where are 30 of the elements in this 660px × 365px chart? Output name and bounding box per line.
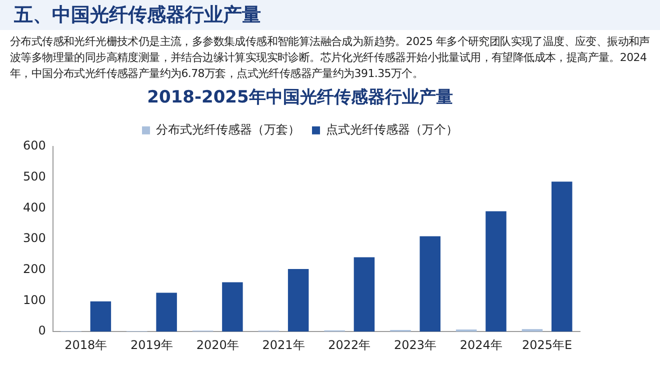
text: 分布式传感和光纤光栅技术仍是主流，多参数集成传感和智能算法融合成为新趋势。2025 年多个研究团队实现了温度、应变、振动和声波等多物理量的同步高精度测量，并结合边缘计算实现实时诊断。芯片化光纤传感器开始小批量试用，有望降低成本，提高产量。2024年，中国分布式光纤传感器产量约为6.78万套，点式光纤传感器产量约为391.35万个。 <box>10 34 650 82</box>
bar <box>486 211 506 332</box>
bar <box>222 282 243 332</box>
bar <box>354 257 375 332</box>
x-tick-label: 2019年 <box>130 338 174 352</box>
bar <box>552 182 572 332</box>
bar <box>90 301 112 332</box>
y-tick-label: 200 <box>23 262 46 276</box>
x-tick-label: 2021年 <box>262 338 305 352</box>
x-tick-label: 2022年 <box>328 338 371 352</box>
bar <box>522 329 543 332</box>
bar <box>420 236 440 332</box>
x-tick-label: 2018年 <box>64 338 108 352</box>
y-tick-label: 500 <box>23 169 46 184</box>
legend-label: 分布式光纤传感器（万套） <box>156 122 300 137</box>
x-tick-label: 2024年 <box>460 338 502 352</box>
chart-title: 2018-2025年中国光纤传感器行业产量 <box>147 88 453 108</box>
y-tick-label: 0 <box>38 324 46 338</box>
legend-label: 点式光纤传感器（万个） <box>326 122 458 137</box>
y-tick-label: 600 <box>23 138 46 153</box>
bar <box>156 292 177 332</box>
bar <box>288 268 309 332</box>
y-tick-label: 300 <box>23 231 46 246</box>
chart-subtitle: 五、中国光纤传感器行业产量 <box>0 0 660 30</box>
y-tick-label: 400 <box>23 200 46 214</box>
x-tick-label: 2023年 <box>394 338 437 352</box>
y-tick-label: 100 <box>23 292 46 307</box>
x-tick-label: 2025年E <box>522 338 572 352</box>
bar <box>456 329 477 332</box>
x-tick-label: 2020年 <box>196 338 239 352</box>
